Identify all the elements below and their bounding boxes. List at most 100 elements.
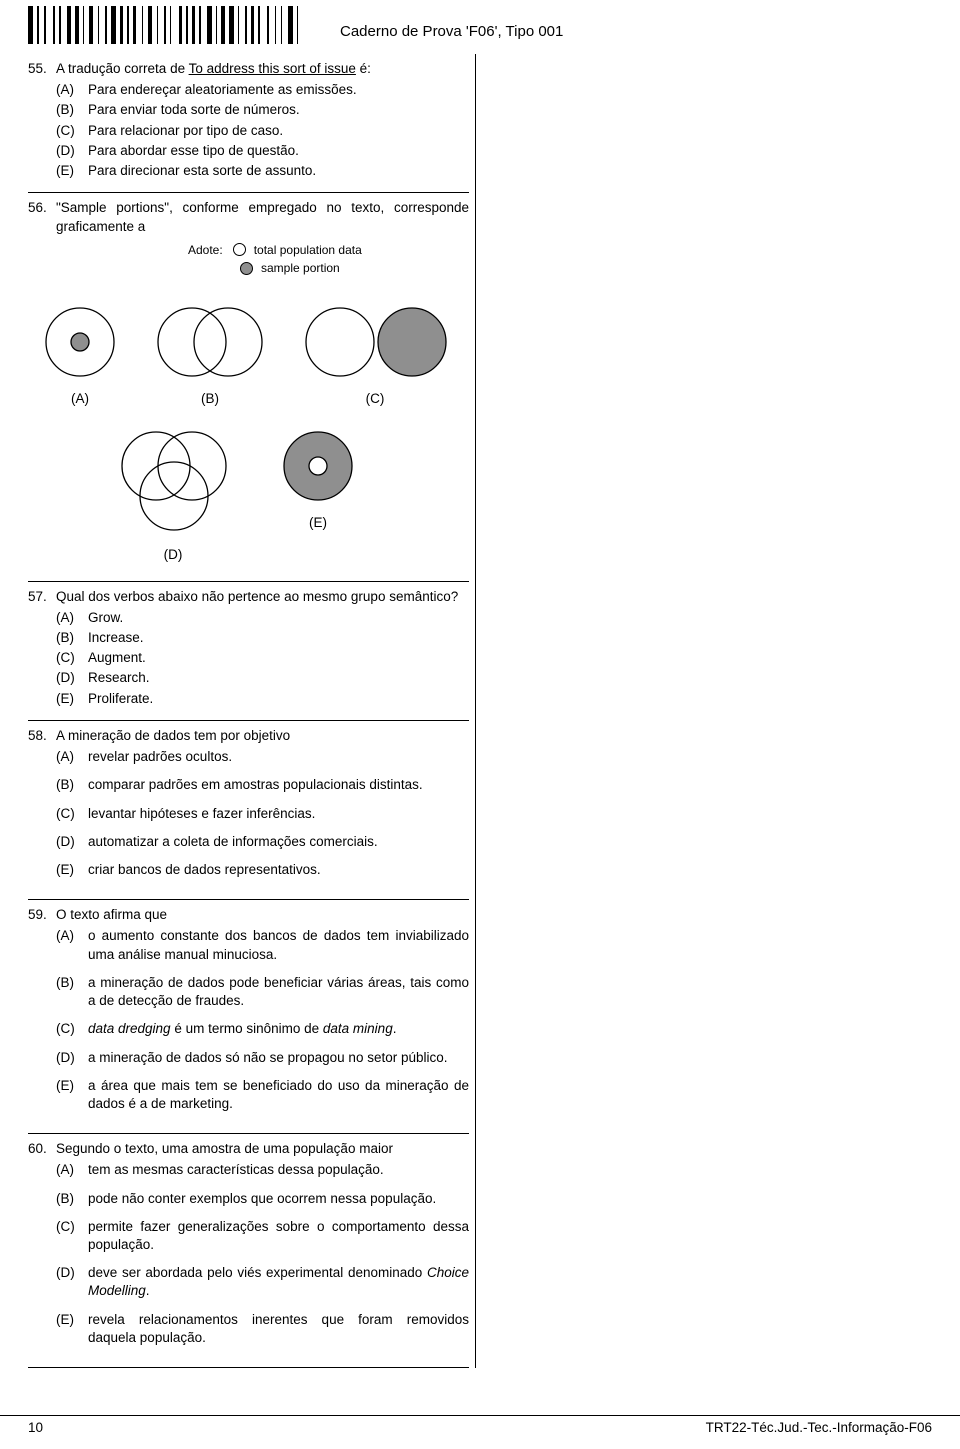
option-text: criar bancos de dados representativos. — [88, 861, 469, 879]
option-text: data dredging é um termo sinônimo de dat… — [88, 1020, 469, 1038]
option-text: a mineração de dados pode beneficiar vár… — [88, 974, 469, 1010]
option-text: Grow. — [88, 609, 469, 627]
option-row: (C)levantar hipóteses e fazer inferência… — [56, 805, 469, 831]
legend-text-total: total population data — [254, 242, 362, 258]
question-number: 57. — [28, 588, 56, 606]
page-number: 10 — [28, 1419, 43, 1437]
option-text: revelar padrões ocultos. — [88, 748, 469, 766]
option-text: Para endereçar aleatoriamente as emissõe… — [88, 81, 469, 99]
option-label: (B) — [56, 974, 88, 992]
option-text: deve ser abordada pelo viés experimental… — [88, 1264, 469, 1300]
option-row: (D)automatizar a coleta de informações c… — [56, 833, 469, 859]
option-label: (B) — [56, 101, 88, 119]
option-label: (D) — [56, 142, 88, 160]
option-text: tem as mesmas características dessa popu… — [88, 1161, 469, 1179]
question-number: 55. — [28, 60, 56, 78]
diagram-option: (D) — [108, 428, 238, 564]
option-label: (C) — [56, 805, 88, 823]
diagram-label: (D) — [108, 546, 238, 564]
legend-row: Adote: total population data — [188, 242, 469, 258]
option-text: Increase. — [88, 629, 469, 647]
option-text: Proliferate. — [88, 690, 469, 708]
question-block: 57.Qual dos verbos abaixo não pertence a… — [28, 582, 469, 721]
option-row: (D)Research. — [56, 669, 469, 687]
question-block: 58.A mineração de dados tem por objetivo… — [28, 721, 469, 900]
option-row: (E)Para direcionar esta sorte de assunto… — [56, 162, 469, 180]
page-footer: 10 TRT22-Téc.Jud.-Tec.-Informação-F06 — [0, 1415, 960, 1437]
option-row: (E)Proliferate. — [56, 690, 469, 708]
option-text: revela relacionamentos inerentes que for… — [88, 1311, 469, 1347]
option-row: (E)a área que mais tem se beneficiado do… — [56, 1077, 469, 1121]
option-label: (D) — [56, 1264, 88, 1282]
option-row: (B)comparar padrões em amostras populaci… — [56, 776, 469, 802]
option-text: Para relacionar por tipo de caso. — [88, 122, 469, 140]
option-row: (A)tem as mesmas características dessa p… — [56, 1161, 469, 1187]
option-label: (C) — [56, 122, 88, 140]
option-label: (B) — [56, 629, 88, 647]
question-block: 56."Sample portions", conforme empregado… — [28, 193, 469, 581]
diagram-option: (B) — [150, 304, 270, 408]
option-text: Research. — [88, 669, 469, 687]
option-label: (A) — [56, 927, 88, 945]
option-row: (A)o aumento constante dos bancos de dad… — [56, 927, 469, 971]
question-stem: Qual dos verbos abaixo não pertence ao m… — [56, 588, 469, 606]
option-row: (D)deve ser abordada pelo viés experimen… — [56, 1264, 469, 1308]
diagram-label: (B) — [150, 390, 270, 408]
option-text: permite fazer generalizações sobre o com… — [88, 1218, 469, 1254]
option-text: o aumento constante dos bancos de dados … — [88, 927, 469, 963]
option-text: comparar padrões em amostras populaciona… — [88, 776, 469, 794]
option-label: (A) — [56, 748, 88, 766]
question-number: 58. — [28, 727, 56, 745]
header-title: Caderno de Prova 'F06', Tipo 001 — [340, 22, 563, 42]
option-row: (A)Para endereçar aleatoriamente as emis… — [56, 81, 469, 99]
option-label: (A) — [56, 1161, 88, 1179]
option-row: (B)Increase. — [56, 629, 469, 647]
legend-row: sample portion — [240, 260, 469, 276]
option-text: a mineração de dados só não se propagou … — [88, 1049, 469, 1067]
option-label: (E) — [56, 162, 88, 180]
option-label: (B) — [56, 1190, 88, 1208]
option-label: (E) — [56, 1311, 88, 1329]
option-text: Para abordar esse tipo de questão. — [88, 142, 469, 160]
diagram-row: (A) (B) (C) — [40, 304, 469, 408]
option-row: (D)a mineração de dados só não se propag… — [56, 1049, 469, 1075]
question-stem: O texto afirma que — [56, 906, 469, 924]
option-row: (B)Para enviar toda sorte de números. — [56, 101, 469, 119]
question-number: 60. — [28, 1140, 56, 1158]
question-stem: A tradução correta de To address this so… — [56, 60, 469, 78]
option-label: (B) — [56, 776, 88, 794]
option-row: (D)Para abordar esse tipo de questão. — [56, 142, 469, 160]
option-label: (C) — [56, 649, 88, 667]
question-block: 59.O texto afirma que (A)o aumento consta… — [28, 900, 469, 1134]
question-stem: "Sample portions", conforme empregado no… — [56, 199, 469, 235]
option-text: pode não conter exemplos que ocorrem nes… — [88, 1190, 469, 1208]
legend-label: Adote: — [188, 242, 223, 258]
exam-page: Caderno de Prova 'F06', Tipo 001 55.A tr… — [0, 0, 960, 1449]
diagram-option: (C) — [300, 304, 450, 408]
option-row: (B)a mineração de dados pode beneficiar … — [56, 974, 469, 1018]
question-number: 59. — [28, 906, 56, 924]
option-label: (D) — [56, 833, 88, 851]
diagram-option: (E) — [278, 428, 358, 564]
option-row: (B)pode não conter exemplos que ocorrem … — [56, 1190, 469, 1216]
diagram-label: (A) — [40, 390, 120, 408]
option-text: levantar hipóteses e fazer inferências. — [88, 805, 469, 823]
option-label: (E) — [56, 861, 88, 879]
option-row: (C)permite fazer generalizações sobre o … — [56, 1218, 469, 1262]
footer-code: TRT22-Téc.Jud.-Tec.-Informação-F06 — [706, 1419, 932, 1437]
option-label: (D) — [56, 1049, 88, 1067]
diagram-option: (A) — [40, 304, 120, 408]
option-row: (A)Grow. — [56, 609, 469, 627]
option-text: Para direcionar esta sorte de assunto. — [88, 162, 469, 180]
question-block: 55.A tradução correta de To address this… — [28, 54, 469, 193]
option-text: automatizar a coleta de informações come… — [88, 833, 469, 851]
option-text: a área que mais tem se beneficiado do us… — [88, 1077, 469, 1113]
question-number: 56. — [28, 199, 56, 217]
option-label: (A) — [56, 609, 88, 627]
left-column: 55.A tradução correta de To address this… — [28, 54, 476, 1368]
question-block: 60.Segundo o texto, uma amostra de uma p… — [28, 1134, 469, 1368]
option-row: (A)revelar padrões ocultos. — [56, 748, 469, 774]
option-label: (D) — [56, 669, 88, 687]
option-label: (E) — [56, 690, 88, 708]
option-label: (A) — [56, 81, 88, 99]
